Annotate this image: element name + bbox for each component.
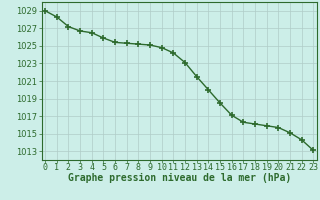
X-axis label: Graphe pression niveau de la mer (hPa): Graphe pression niveau de la mer (hPa) [68,173,291,183]
